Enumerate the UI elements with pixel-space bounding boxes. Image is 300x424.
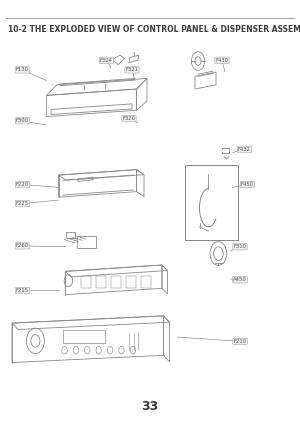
Bar (184, 165, 238, 240)
Text: A450: A450 (233, 277, 247, 282)
Text: F320: F320 (122, 116, 136, 121)
Bar (77, 236, 96, 248)
Bar (63, 330, 105, 343)
Text: F324: F324 (100, 58, 113, 63)
Text: F260: F260 (16, 243, 29, 248)
Bar (141, 276, 151, 288)
Text: F430: F430 (215, 58, 229, 63)
Text: F210: F210 (233, 339, 247, 344)
Text: F215: F215 (16, 288, 29, 293)
Text: F220: F220 (16, 182, 29, 187)
Text: F310: F310 (233, 244, 247, 249)
Text: F450: F450 (241, 182, 254, 187)
Bar (66, 232, 75, 238)
Text: F225: F225 (16, 201, 29, 206)
Bar (111, 276, 121, 288)
Bar (96, 276, 106, 288)
Text: 33: 33 (141, 400, 159, 413)
Bar (126, 276, 136, 288)
Text: F130: F130 (16, 67, 29, 73)
Text: F432: F432 (238, 147, 251, 152)
Bar (81, 276, 91, 288)
Text: 10-2 THE EXPLODED VIEW OF CONTROL PANEL & DISPENSER ASSEMBLY: 10-2 THE EXPLODED VIEW OF CONTROL PANEL … (8, 25, 300, 34)
Text: F300: F300 (16, 118, 29, 123)
Text: F321: F321 (125, 67, 139, 73)
